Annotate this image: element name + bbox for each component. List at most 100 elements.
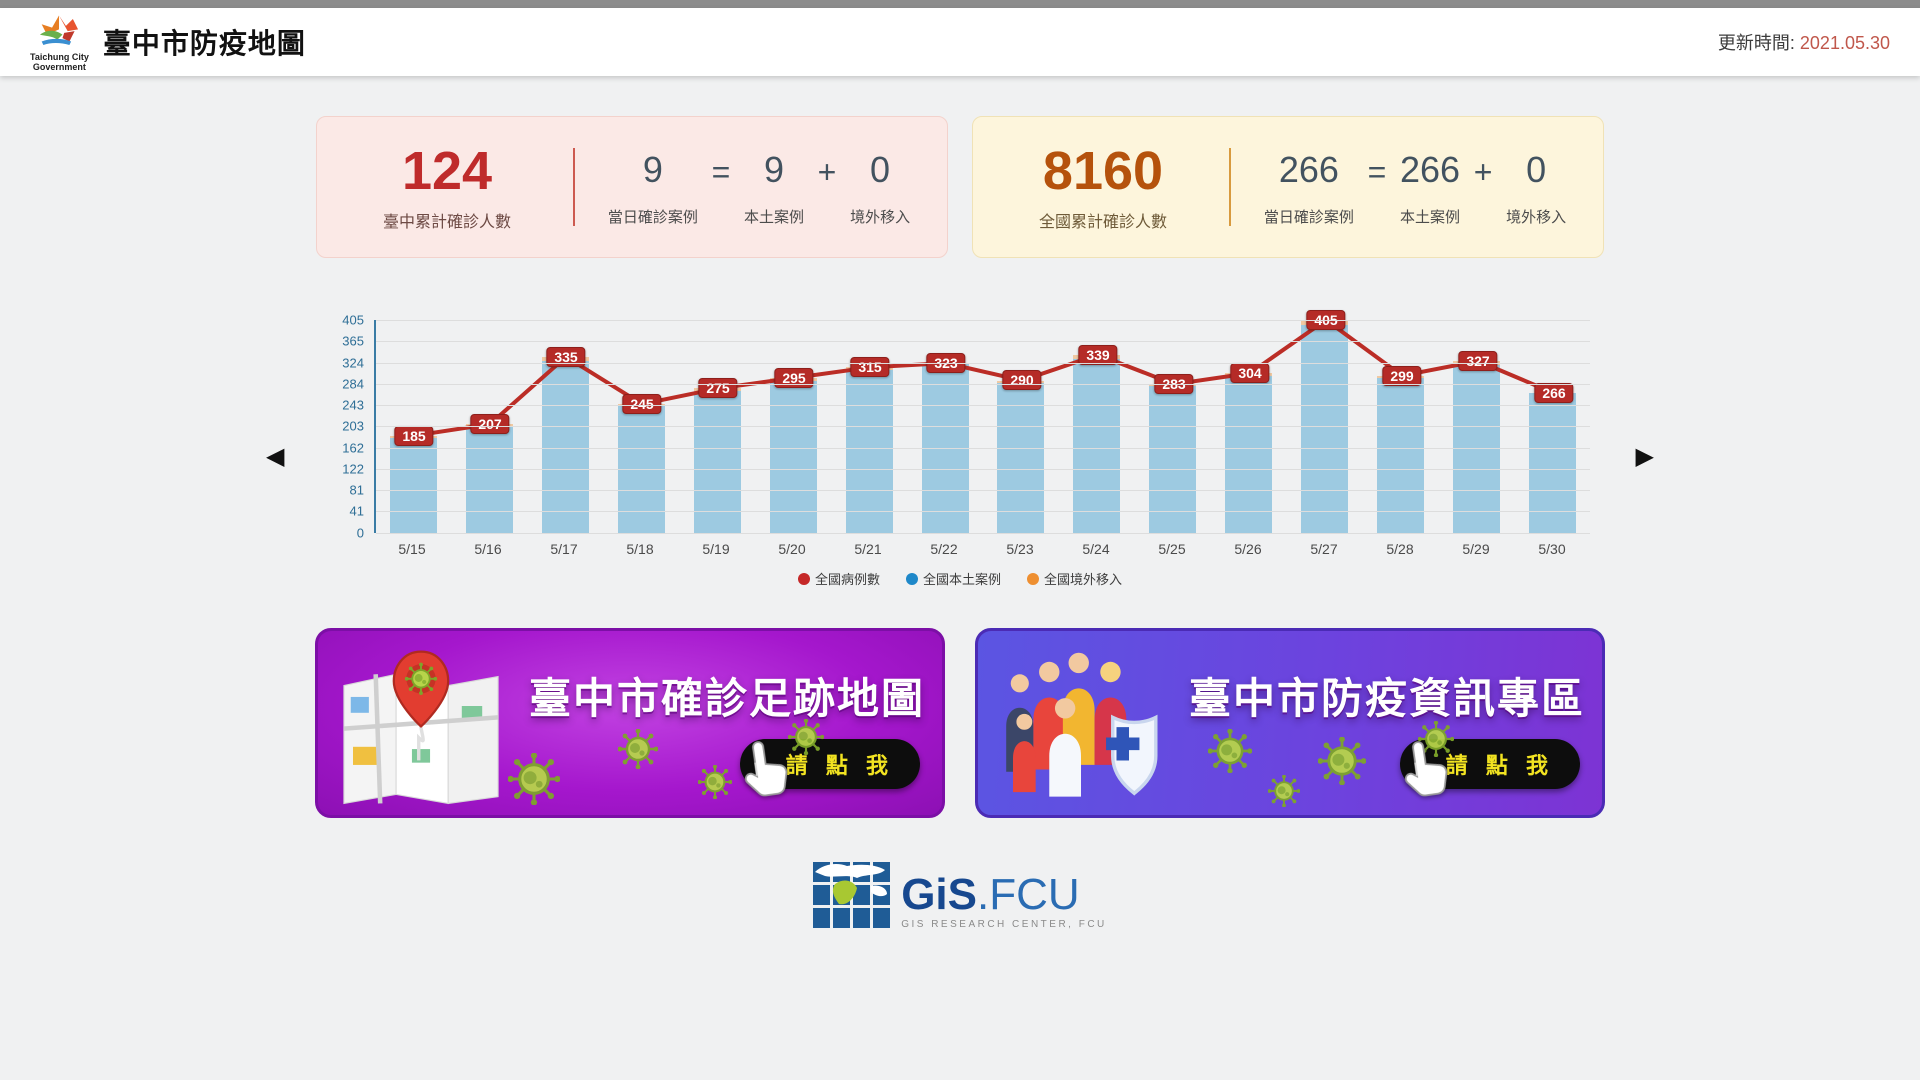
national-local-count: 266	[1399, 148, 1461, 190]
x-tick-label: 5/16	[474, 541, 502, 557]
gridline	[376, 533, 1590, 534]
daily-cases-chart: ◀ ▶ 405 365 324 284 243 203 162 122 81 41 0 185 207…	[260, 292, 1660, 588]
x-tick-label: 5/19	[702, 541, 730, 557]
virus-icon	[788, 719, 824, 755]
card-taichung: 124 臺中累計確診人數 9 當日確診案例 = 9 本土案例 + 0 境外移入	[316, 116, 948, 258]
data-label-5/20: 295	[774, 367, 814, 388]
update-time-label: 更新時間:	[1717, 33, 1795, 53]
banner-row: 臺中市確診足跡地圖 請 點 我 臺中市防疫資訊專區 請 點 我	[0, 628, 1920, 818]
x-tick-label: 5/22	[930, 541, 958, 557]
gridline	[376, 468, 1590, 470]
virus-icon	[508, 753, 560, 805]
stat-cards: 124 臺中累計確診人數 9 當日確診案例 = 9 本土案例 + 0 境外移入 …	[0, 116, 1920, 258]
y-tick-label: 324	[342, 355, 364, 371]
map-illustration	[343, 650, 499, 805]
equals-sign: =	[1367, 153, 1387, 190]
hand-cursor-icon	[1399, 737, 1451, 799]
bar-5/15	[376, 320, 452, 533]
taichung-gov-logo-icon	[40, 15, 79, 45]
legend-item[interactable]: 全國本土案例	[905, 569, 1001, 588]
plus-sign: +	[817, 153, 837, 190]
hand-cursor-icon	[739, 737, 791, 799]
banner-info-zone[interactable]: 臺中市防疫資訊專區 請 點 我	[975, 628, 1605, 818]
chart-y-axis: 405 365 324 284 243 203 162 122 81 41 0	[310, 313, 374, 541]
gis-fcu-logo[interactable]: GiS.FCU GIS RESEARCH CENTER, FCU	[813, 862, 1107, 930]
gridline	[376, 490, 1590, 492]
virus-icon	[1208, 729, 1252, 773]
y-tick-label: 81	[349, 482, 364, 498]
card-national: 8160 全國累計確診人數 266 當日確診案例 = 266 本土案例 + 0 …	[972, 116, 1604, 258]
y-tick-label: 243	[342, 397, 364, 413]
data-label-5/15: 185	[394, 425, 434, 446]
legend-label: 全國境外移入	[1044, 572, 1123, 587]
x-tick-label: 5/30	[1538, 541, 1566, 557]
chart-prev-arrow[interactable]: ◀	[266, 443, 285, 470]
x-tick-label: 5/18	[626, 541, 654, 557]
header: Taichung City Government 臺中市防疫地圖 更新時間: 2…	[0, 8, 1920, 76]
taichung-daily-count: 9	[642, 148, 663, 190]
national-total-label: 全國累計確診人數	[1038, 214, 1167, 231]
gridline	[376, 405, 1590, 407]
bar-5/16	[452, 320, 528, 533]
gridline	[376, 426, 1590, 428]
x-tick-label: 5/20	[778, 541, 806, 557]
gridline	[376, 447, 1590, 449]
taichung-local-label: 本土案例	[743, 208, 804, 226]
update-time-date: 2021.05.30	[1799, 33, 1890, 53]
card-divider	[1229, 148, 1231, 226]
y-tick-label: 365	[342, 333, 364, 349]
legend-dot-icon	[797, 572, 810, 585]
data-label-5/26: 304	[1230, 363, 1270, 384]
gridline	[376, 362, 1590, 364]
legend-item[interactable]: 全國病例數	[797, 569, 880, 588]
footer: GiS.FCU GIS RESEARCH CENTER, FCU	[0, 862, 1920, 930]
national-imported-label: 境外移入	[1506, 208, 1567, 226]
logo-caption-1: Taichung City	[30, 52, 89, 62]
taichung-daily-label: 當日確診案例	[607, 208, 698, 226]
data-label-5/24: 339	[1078, 344, 1118, 365]
data-label-5/30: 266	[1534, 383, 1574, 404]
update-time: 更新時間: 2021.05.30	[1718, 29, 1890, 55]
data-label-5/21: 315	[850, 357, 890, 378]
legend-item[interactable]: 全國境外移入	[1027, 569, 1122, 588]
data-label-5/16: 207	[470, 414, 510, 435]
chart-x-axis: 5/15 5/16 5/17 5/18 5/19 5/20 5/21 5/22 5/23 5/24…	[374, 541, 1590, 557]
x-tick-label: 5/23	[1006, 541, 1034, 557]
chart-plot-area: 185 207 335 245 275 295 315 323 290 339 283 304 405 2…	[374, 310, 1590, 534]
y-tick-label: 405	[342, 312, 364, 328]
gis-fcu-subtitle: GIS RESEARCH CENTER, FCU	[901, 919, 1107, 930]
national-total-count: 8160	[1042, 141, 1164, 201]
gridline	[376, 511, 1590, 513]
gridline	[376, 341, 1590, 343]
taichung-total-label: 臺中累計確診人數	[382, 214, 511, 231]
national-imported-count: 0	[1526, 148, 1547, 190]
x-tick-label: 5/26	[1234, 541, 1262, 557]
banner-footprint-map[interactable]: 臺中市確診足跡地圖 請 點 我	[315, 628, 945, 818]
data-label-5/17: 335	[546, 346, 586, 367]
top-strip	[0, 0, 1920, 8]
taichung-imported-label: 境外移入	[850, 208, 911, 226]
data-label-5/29: 327	[1458, 351, 1498, 372]
data-label-5/28: 299	[1382, 365, 1422, 386]
virus-icon	[1268, 775, 1300, 807]
page-title: 臺中市防疫地圖	[102, 28, 306, 59]
gis-fcu-wordmark: GiS.FCU	[901, 870, 1080, 919]
x-tick-label: 5/17	[550, 541, 578, 557]
data-label-5/19: 275	[698, 378, 738, 399]
virus-icon	[1318, 737, 1366, 785]
taichung-imported-count: 0	[870, 148, 891, 190]
equals-sign: =	[711, 153, 731, 190]
card-divider	[573, 148, 575, 226]
y-tick-label: 284	[342, 376, 364, 392]
y-tick-label: 0	[356, 525, 364, 541]
banner-footprint-title: 臺中市確診足跡地圖	[528, 675, 925, 722]
plus-sign: +	[1473, 153, 1493, 190]
chart-next-arrow[interactable]: ▶	[1635, 443, 1654, 470]
legend-label: 全國病例數	[814, 572, 880, 587]
gis-fcu-logo-icon	[813, 862, 891, 928]
y-tick-label: 122	[342, 461, 364, 477]
legend-dot-icon	[1027, 572, 1039, 585]
virus-icon	[618, 729, 658, 769]
legend-dot-icon	[905, 572, 918, 585]
national-local-label: 本土案例	[1399, 208, 1460, 226]
